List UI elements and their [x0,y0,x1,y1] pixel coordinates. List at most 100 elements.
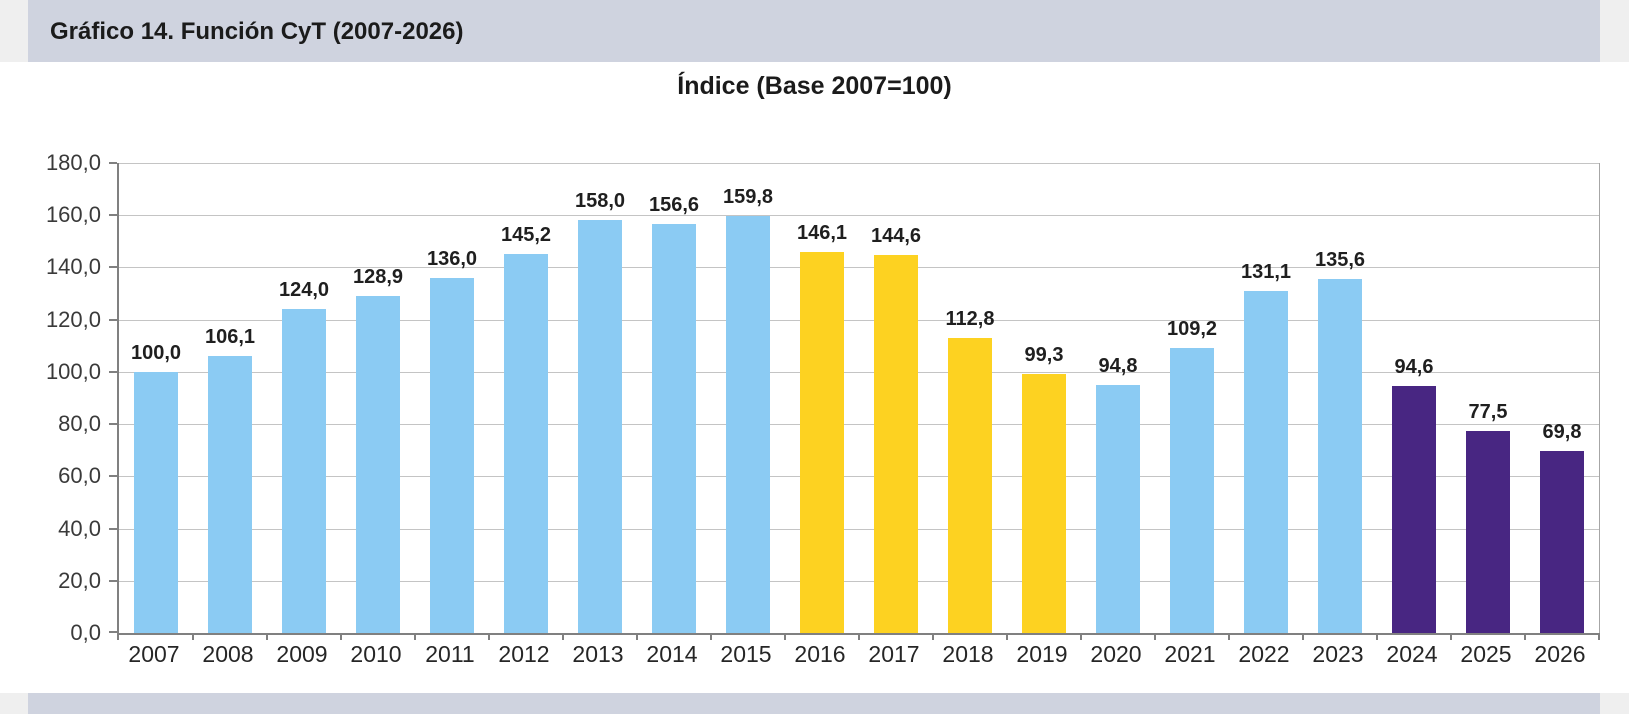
y-axis-tick [109,162,117,164]
bar [1392,386,1436,633]
y-axis-tick [109,319,117,321]
x-axis-label: 2023 [1312,641,1364,667]
y-axis-label: 180,0 [45,150,101,175]
x-axis-tick [1598,633,1600,640]
y-axis-label: 160,0 [45,202,101,227]
footer-band [0,693,1629,714]
x-axis-tick [1450,633,1452,640]
y-axis-tick [109,631,117,633]
x-axis-label: 2022 [1238,641,1290,667]
bar-value-label: 135,6 [1314,249,1366,271]
x-axis-label: 2016 [794,641,846,667]
x-axis-tick [858,633,860,640]
x-axis-label: 2021 [1164,641,1216,667]
bar [208,356,252,633]
x-axis-tick [1228,633,1230,640]
bar-value-label: 109,2 [1166,318,1218,340]
x-axis-tick [562,633,564,640]
x-axis-tick [636,633,638,640]
x-axis-label: 2019 [1016,641,1068,667]
bar [800,252,844,633]
bar-value-label: 77,5 [1468,401,1508,423]
bar [1170,348,1214,633]
bar [430,278,474,633]
y-axis-tick [109,580,117,582]
x-axis-tick [710,633,712,640]
y-axis-label: 100,0 [45,359,101,384]
x-axis-tick [1524,633,1526,640]
bar-value-label: 158,0 [574,190,626,212]
bar [874,255,918,633]
page-title: Gráfico 14. Función CyT (2007-2026) [50,18,464,45]
bar-value-label: 145,2 [500,224,552,246]
bar [1318,279,1362,633]
x-axis-label: 2024 [1386,641,1438,667]
y-axis-tick [109,371,117,373]
x-axis-tick [1376,633,1378,640]
bar [726,216,770,633]
x-axis-label: 2015 [720,641,772,667]
x-axis-tick [932,633,934,640]
y-axis-label: 20,0 [58,568,101,593]
chart-subtitle: Índice (Base 2007=100) [677,72,952,100]
bar [356,296,400,633]
bar-value-label: 124,0 [278,279,330,301]
x-axis-label: 2017 [868,641,920,667]
x-axis-label: 2011 [425,641,475,667]
bar-value-label: 69,8 [1542,421,1582,443]
x-axis-label: 2010 [350,641,402,667]
bar [578,220,622,633]
y-axis-tick [109,475,117,477]
y-axis-label: 0,0 [70,620,101,645]
x-axis-label: 2007 [128,641,180,667]
x-axis-tick [117,633,119,640]
x-axis-tick [1080,633,1082,640]
x-axis-label: 2026 [1534,641,1586,667]
footer-band-fill [28,693,1600,714]
bar-value-label: 131,1 [1240,261,1292,283]
bar-value-label: 94,6 [1394,356,1434,378]
bar [504,254,548,633]
bar-value-label: 144,6 [870,225,922,247]
bar [948,338,992,633]
y-axis-labels: 0,0 20,0 40,0 60,0 80,0 100,0 120,0 140,0 160,0 1… [0,152,101,644]
y-axis-label: 140,0 [45,254,101,279]
bar [1022,374,1066,633]
x-axis-label: 2012 [498,641,550,667]
x-axis-labels: 2007 2008 2009 2010 2011 2012 2013 2014 2015 2016… [117,641,1597,671]
plot-area: 100,0 106,1 124,0 128,9 136,0 145,2 158,0 156,6… [109,162,1600,640]
x-axis-label: 2014 [646,641,698,667]
bar-value-label: 94,8 [1098,355,1138,377]
bar-value-label: 99,3 [1024,344,1064,366]
x-axis-label: 2018 [942,641,994,667]
bar-value-label: 156,6 [648,194,700,216]
gridline [119,581,1599,582]
x-axis-tick [340,633,342,640]
x-axis-label: 2008 [202,641,254,667]
y-axis-label: 80,0 [58,411,101,436]
y-axis-tick [109,528,117,530]
bar-value-label: 112,8 [945,308,995,330]
x-axis-tick [192,633,194,640]
x-axis-tick [414,633,416,640]
gridline [119,476,1599,477]
x-axis-tick [784,633,786,640]
gridline [119,372,1599,373]
gridline [119,267,1599,268]
y-axis-tick [109,423,117,425]
gridline [119,163,1599,164]
x-axis-label: 2025 [1460,641,1512,667]
bar [1244,291,1288,633]
bar-value-label: 146,1 [796,222,848,244]
y-axis-label: 120,0 [45,307,101,332]
y-axis-label: 40,0 [58,516,101,541]
gridline [119,320,1599,321]
header-band-fill [28,0,1600,62]
x-axis-tick [1006,633,1008,640]
y-axis-tick [109,266,117,268]
bar-value-label: 100,0 [130,342,182,364]
bar [1466,431,1510,633]
bar-value-label: 159,8 [722,186,774,208]
bar-value-label: 106,1 [204,326,256,348]
x-axis-label: 2009 [276,641,328,667]
